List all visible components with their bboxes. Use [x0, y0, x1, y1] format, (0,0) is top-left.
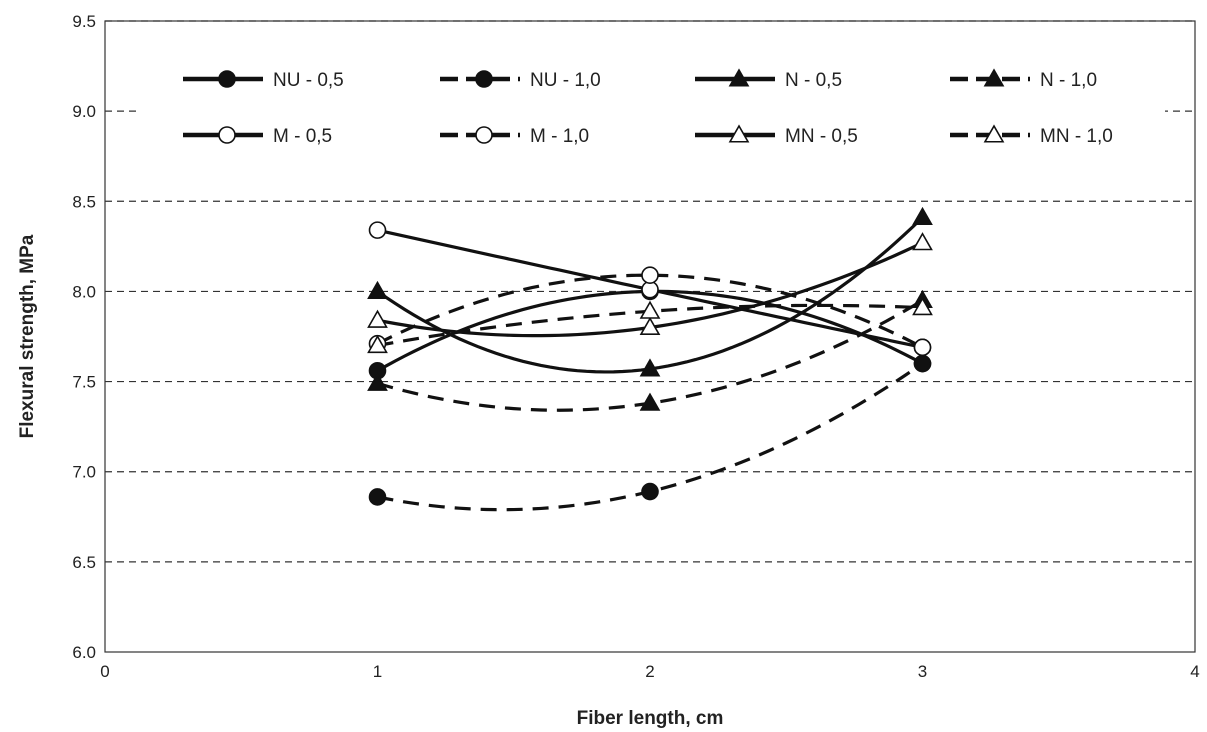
y-tick-labels: 6.0 6.5 7.0 7.5 8.0 8.5 9.0 9.5: [72, 12, 96, 662]
data-point: [915, 356, 931, 372]
data-point: [642, 282, 658, 298]
data-point: [476, 127, 492, 143]
data-point: [370, 222, 386, 238]
data-points: [369, 209, 932, 505]
data-point: [476, 71, 492, 87]
y-tick-label: 9.0: [72, 102, 96, 121]
x-tick-label: 4: [1190, 662, 1199, 681]
y-tick-label: 8.5: [72, 192, 96, 211]
y-tick-label: 7.0: [72, 463, 96, 482]
data-point: [369, 311, 387, 327]
x-tick-label: 0: [100, 662, 109, 681]
legend-label: N - 1,0: [1040, 70, 1097, 91]
data-point: [370, 489, 386, 505]
legend-label: MN - 1,0: [1040, 126, 1113, 147]
x-axis-title: Fiber length, cm: [577, 708, 724, 729]
legend-label: M - 0,5: [273, 126, 332, 147]
x-tick-label: 3: [918, 662, 927, 681]
x-tick-label: 2: [645, 662, 654, 681]
data-point: [219, 127, 235, 143]
data-point: [914, 234, 932, 250]
data-point: [369, 282, 387, 298]
legend-label: NU - 1,0: [530, 70, 601, 91]
y-tick-label: 6.0: [72, 643, 96, 662]
y-tick-label: 9.5: [72, 12, 96, 31]
legend-label: MN - 0,5: [785, 126, 858, 147]
data-point: [915, 339, 931, 355]
x-tick-label: 1: [373, 662, 382, 681]
legend-label: N - 0,5: [785, 70, 842, 91]
legend-label: M - 1,0: [530, 126, 589, 147]
y-tick-label: 7.5: [72, 373, 96, 392]
data-point: [642, 484, 658, 500]
x-tick-labels: 0 1 2 3 4: [100, 662, 1199, 681]
data-point: [219, 71, 235, 87]
data-point: [642, 267, 658, 283]
y-tick-label: 6.5: [72, 553, 96, 572]
y-tick-label: 8.0: [72, 282, 96, 301]
legend-label: NU - 0,5: [273, 70, 344, 91]
y-axis-title: Flexural strength, MPa: [17, 234, 38, 438]
data-point: [914, 209, 932, 225]
data-point: [641, 394, 659, 410]
